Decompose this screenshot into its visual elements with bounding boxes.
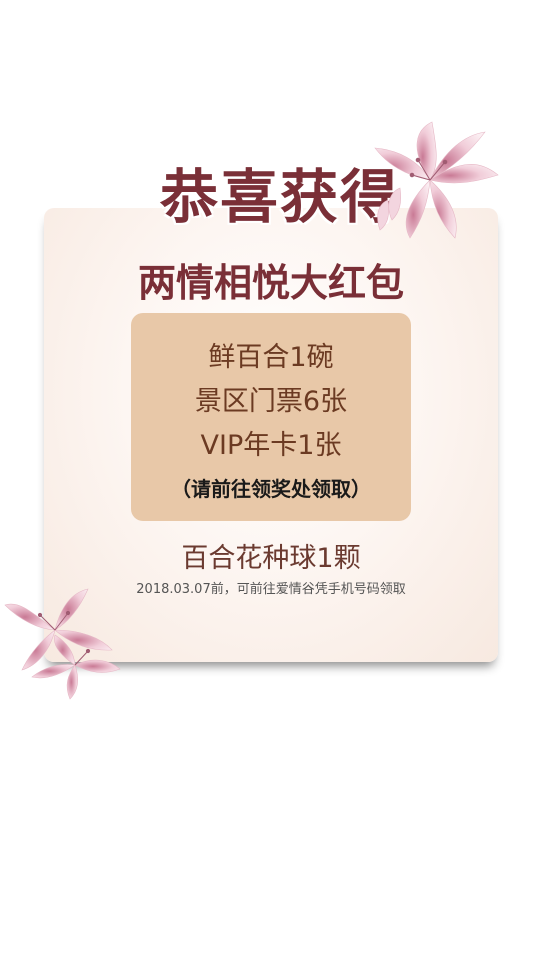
prize-box: 鲜百合1碗 景区门票6张 VIP年卡1张 （请前往领奖处领取） bbox=[131, 313, 411, 521]
bonus-prize: 百合花种球1颗 bbox=[181, 543, 361, 574]
page-title: 恭喜获得 bbox=[159, 163, 400, 231]
lily-flower-icon bbox=[4, 588, 121, 700]
reward-subtitle: 两情相悦大红包 bbox=[137, 260, 404, 305]
lily-flower-icon bbox=[374, 121, 499, 239]
prize-claim-note: （请前往领奖处领取） bbox=[171, 477, 371, 501]
prize-item: VIP年卡1张 bbox=[200, 430, 342, 461]
prize-item: 景区门票6张 bbox=[194, 386, 348, 417]
claim-instructions: 2018.03.07前，可前往爱情谷凭手机号码领取 bbox=[136, 582, 406, 597]
prize-item: 鲜百合1碗 bbox=[208, 342, 334, 373]
